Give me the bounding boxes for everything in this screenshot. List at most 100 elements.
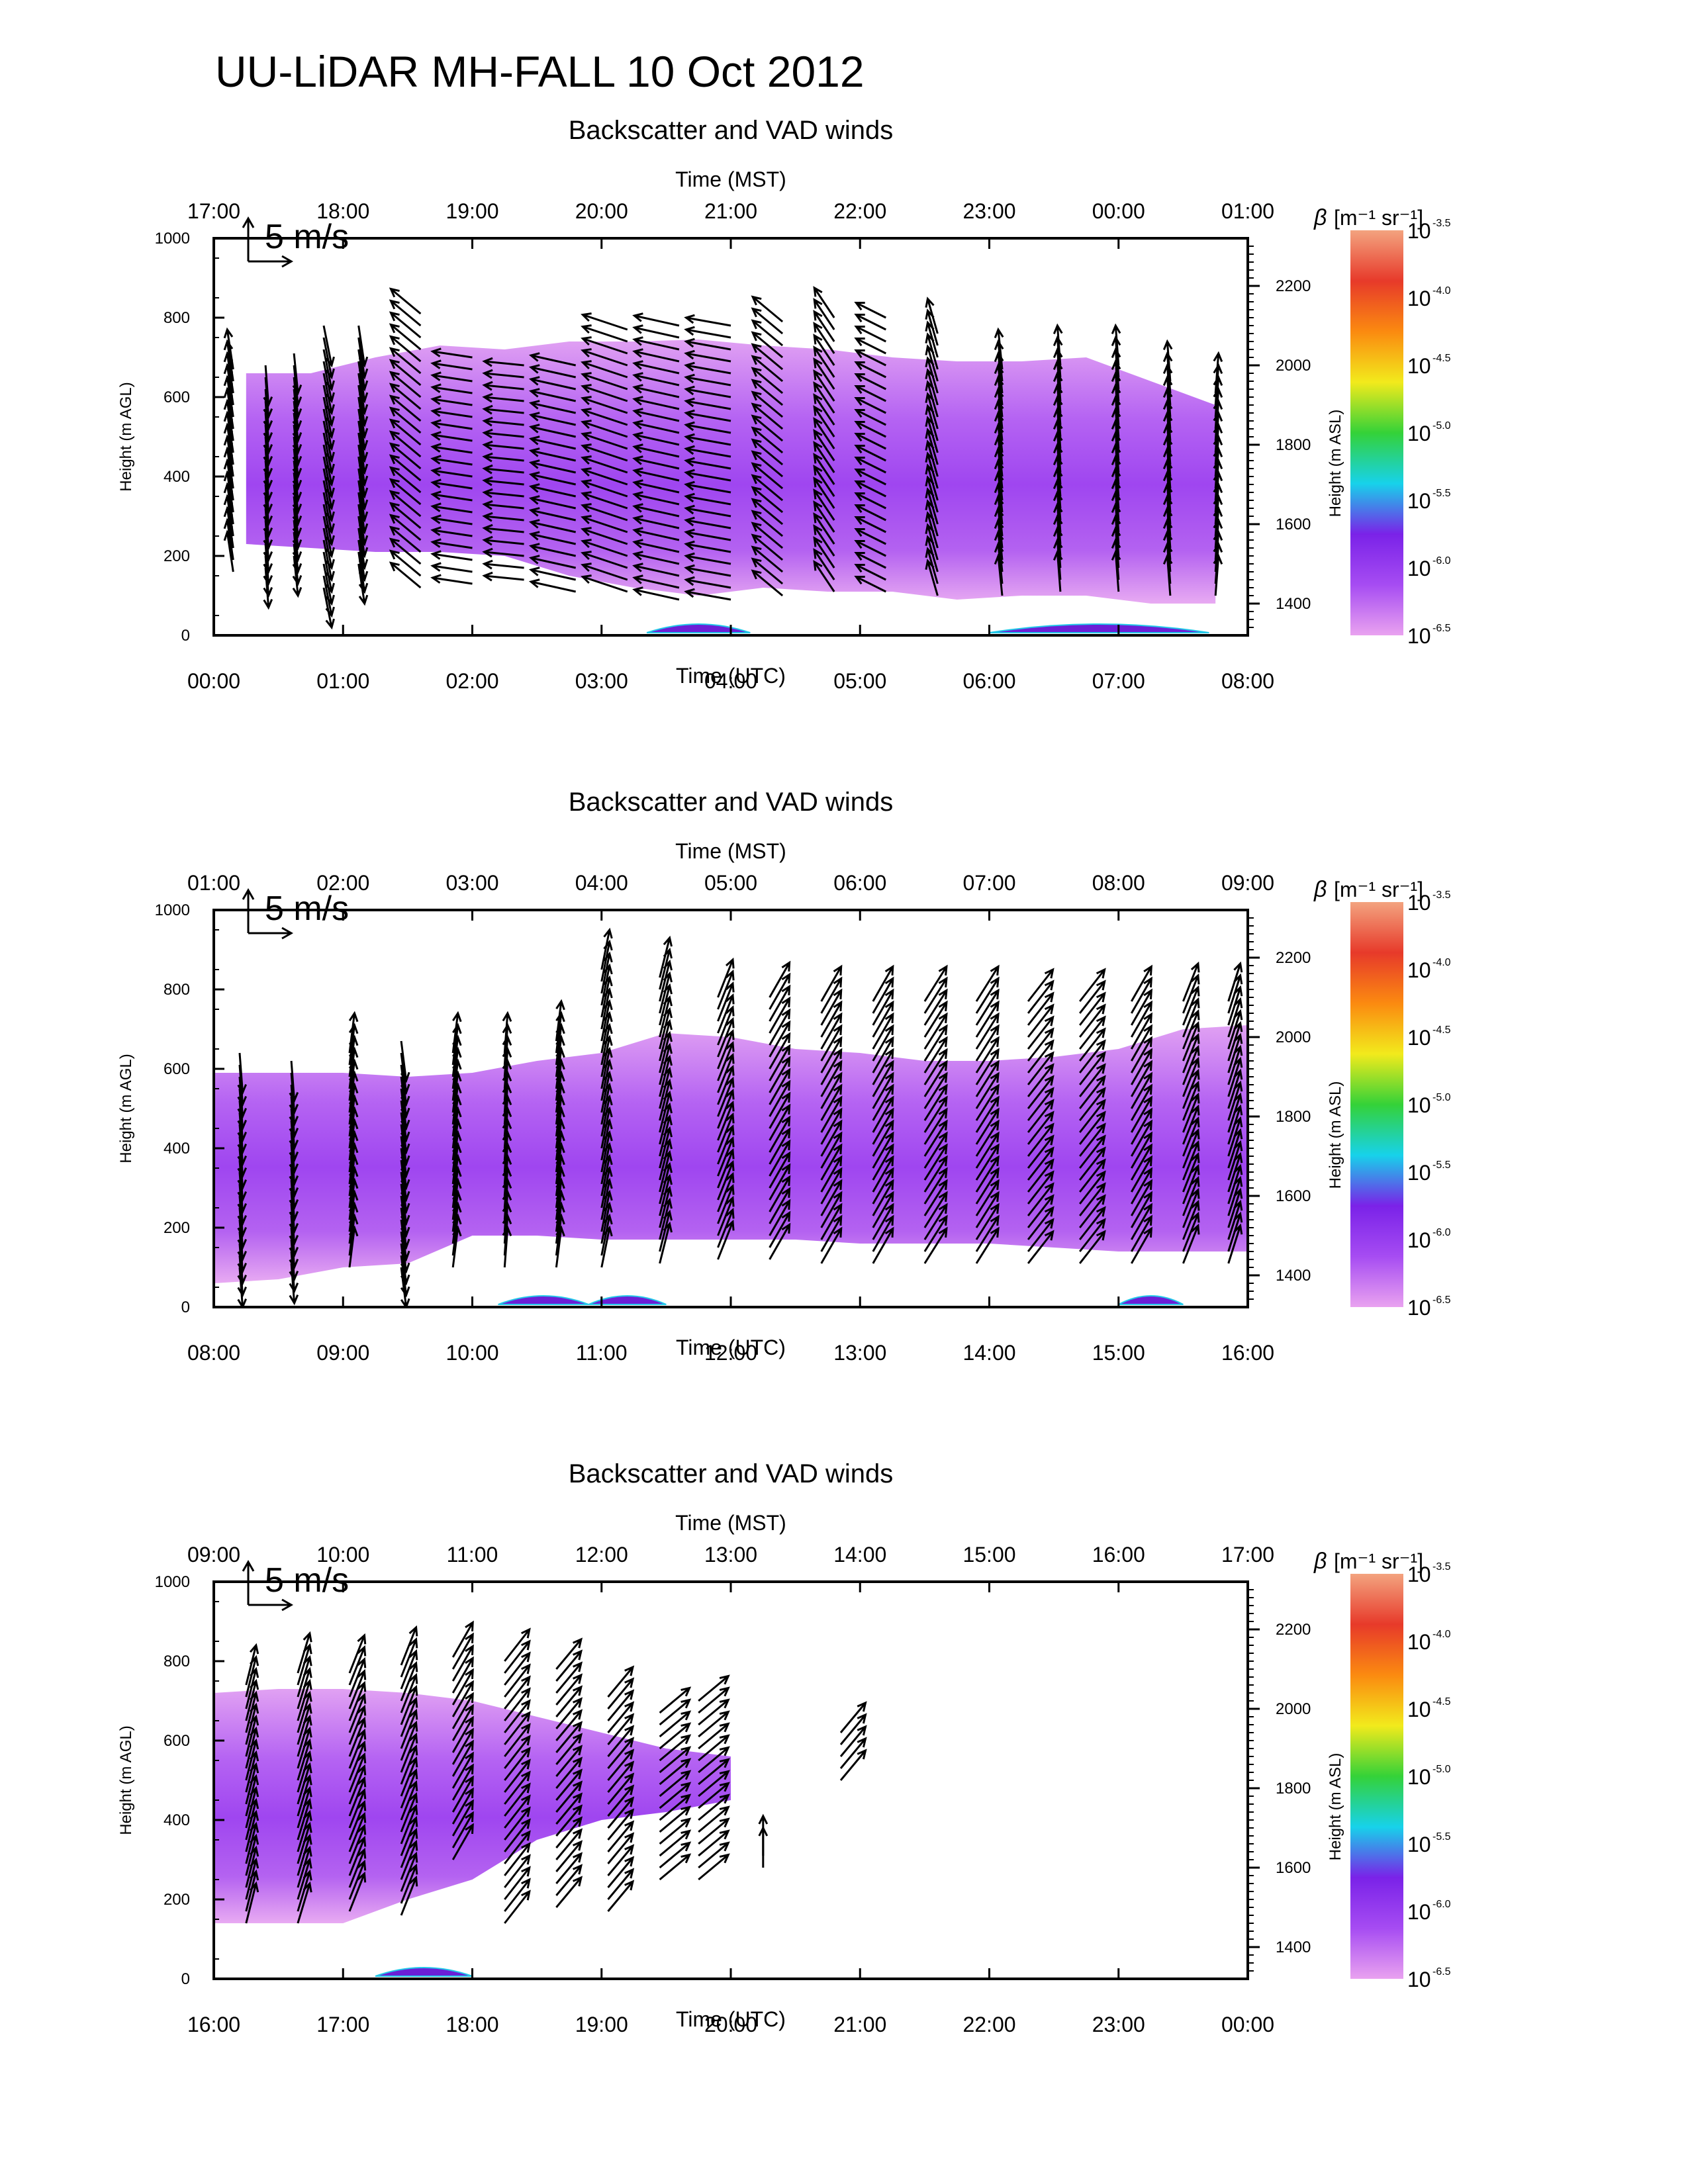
- wind-arrow: [400, 1875, 418, 1916]
- wind-arrow: [1027, 1039, 1055, 1073]
- wind-arrow: [717, 1219, 735, 1260]
- top-axis-label: Time (MST): [675, 167, 786, 191]
- wind-arrow: [1027, 1015, 1055, 1050]
- wind-arrow: [389, 502, 422, 529]
- wind-arrow: [1182, 1044, 1200, 1085]
- wind-arrow: [400, 1756, 418, 1797]
- wind-arrow: [717, 1052, 735, 1093]
- wind-arrow: [528, 364, 577, 379]
- wind-arrow: [555, 1685, 583, 1717]
- colorbar-tick-exp: -6.5: [1432, 1295, 1451, 1306]
- wind-arrow: [581, 348, 628, 367]
- wind-arrow: [482, 369, 524, 379]
- wind-arrow: [389, 383, 422, 410]
- wind-arrow: [1182, 1175, 1200, 1216]
- wind-arrow: [348, 1704, 367, 1745]
- wind-arrow: [769, 1151, 791, 1189]
- wind-arrow: [451, 1023, 462, 1066]
- wind-arrow: [600, 927, 613, 970]
- asl-tick-label: 1600: [1276, 1859, 1311, 1877]
- wind-arrow: [482, 500, 524, 510]
- wind-arrow: [400, 1243, 410, 1286]
- wind-arrow: [751, 426, 784, 454]
- wind-arrow: [923, 1203, 948, 1240]
- wind-arrow: [292, 520, 303, 563]
- wind-arrow: [607, 1880, 635, 1912]
- wind-arrow: [1182, 961, 1200, 1002]
- wind-arrow: [923, 1143, 948, 1181]
- y-tick-label: 1000: [155, 230, 190, 248]
- y-tick-label: 600: [164, 1732, 190, 1750]
- wind-arrow: [684, 480, 731, 494]
- wind-arrow: [607, 1737, 635, 1769]
- wind-arrow: [555, 1661, 583, 1694]
- wind-arrow: [1079, 1146, 1106, 1181]
- y-tick-label: 400: [164, 468, 190, 486]
- asl-tick-label: 2000: [1276, 1700, 1311, 1718]
- wind-arrow: [872, 1119, 894, 1157]
- wind-arrow: [528, 400, 577, 414]
- wind-arrow: [684, 338, 731, 351]
- wind-arrow: [854, 552, 886, 569]
- wind-arrow: [348, 1692, 367, 1733]
- wind-arrow: [975, 1131, 1000, 1169]
- wind-arrow: [698, 1829, 730, 1857]
- wind-arrow: [292, 400, 303, 443]
- wind-arrow: [322, 444, 335, 487]
- wind-arrow: [322, 420, 335, 463]
- wind-arrow: [430, 502, 473, 514]
- wind-arrow: [698, 1746, 730, 1774]
- utc-tick-label: 14:00: [962, 1341, 1015, 1365]
- wind-arrow: [451, 1668, 474, 1706]
- mst-tick-label: 17:00: [1221, 1543, 1274, 1567]
- wind-arrow: [1130, 1024, 1152, 1062]
- utc-tick-label: 02:00: [445, 669, 498, 693]
- wind-arrow: [1130, 976, 1152, 1014]
- utc-tick-label: 10:00: [445, 1341, 498, 1365]
- colorbar-tick-exp: -4.0: [1432, 1629, 1451, 1640]
- wind-arrow: [975, 1143, 1000, 1181]
- wind-arrow: [659, 1794, 692, 1821]
- wind-arrow: [555, 1637, 583, 1670]
- wind-arrow: [555, 1864, 583, 1896]
- mst-tick-label: 12:00: [575, 1543, 628, 1567]
- utc-tick-label: 08:00: [1221, 669, 1274, 693]
- wind-arrow: [607, 1856, 635, 1888]
- wind-arrow: [813, 345, 835, 378]
- wind-arrow: [581, 312, 628, 331]
- wind-arrow: [1182, 1163, 1200, 1205]
- wind-arrow: [357, 563, 369, 606]
- x-axis-label: Time (UTC): [676, 2007, 786, 2031]
- wind-arrow: [348, 1740, 367, 1781]
- wind-arrow: [1079, 1039, 1106, 1073]
- wind-arrow: [1130, 1000, 1152, 1038]
- wind-arrow: [684, 421, 731, 434]
- wind-arrow: [1027, 1182, 1055, 1216]
- wind-arrow: [1079, 1087, 1106, 1121]
- wind-arrow: [684, 552, 731, 565]
- wind-arrow: [1162, 339, 1173, 382]
- y-tick-label: 200: [164, 547, 190, 565]
- wind-arrow: [581, 527, 628, 545]
- wind-arrow: [632, 432, 680, 446]
- asl-tick-label: 1400: [1276, 1267, 1311, 1285]
- wind-arrow: [813, 465, 835, 497]
- wind-arrow: [1182, 1032, 1200, 1073]
- wind-arrow: [684, 576, 731, 589]
- wind-arrow: [769, 960, 791, 998]
- wind-arrow: [923, 1083, 948, 1121]
- asl-tick-label: 1800: [1276, 1108, 1311, 1126]
- wind-arrow: [357, 337, 369, 380]
- wind-arrow: [820, 1107, 843, 1145]
- wind-arrow: [751, 414, 784, 442]
- y-tick-label: 1000: [155, 1573, 190, 1591]
- wind-arrow: [292, 436, 303, 479]
- scale-arrow-east: [248, 1598, 294, 1612]
- wind-arrow: [1027, 1146, 1055, 1181]
- wind-arrow: [717, 981, 735, 1022]
- wind-arrow: [769, 1222, 791, 1260]
- wind-arrow: [820, 1131, 843, 1169]
- wind-arrow: [1027, 1194, 1055, 1228]
- colorbar-tick-base: 10: [1407, 1698, 1431, 1721]
- wind-arrow: [1027, 1099, 1055, 1133]
